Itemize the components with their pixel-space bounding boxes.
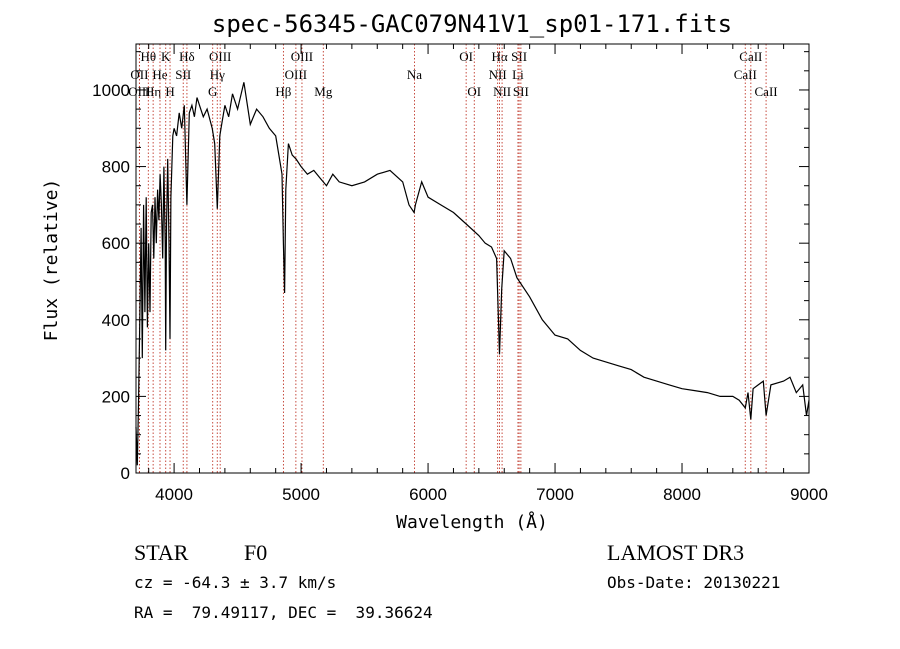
spectral-line-label: Hβ (275, 84, 291, 99)
x-tick-label: 9000 (790, 485, 828, 504)
x-tick-label: 6000 (409, 485, 447, 504)
spectral-line-label: OI (459, 49, 473, 64)
spectrum-line (135, 82, 810, 466)
spectral-line-label: NII (489, 67, 507, 82)
spectral-line-label: OIII (128, 84, 150, 99)
object-subclass: F0 (244, 540, 268, 565)
y-tick-label: 0 (121, 464, 130, 483)
redshift-value: cz = -64.3 ± 3.7 km/s (134, 573, 337, 592)
spectral-line-label: SII (513, 84, 529, 99)
spectral-line-label: OIII (209, 49, 231, 64)
y-tick-label: 800 (102, 158, 130, 177)
spectral-line-label: OII (130, 67, 148, 82)
coordinates: RA = 79.49117, DEC = 39.36624 (134, 603, 433, 622)
spectral-line-label: H (165, 84, 174, 99)
y-axis-label: Flux (relative) (41, 179, 62, 342)
spectral-line-label: K (161, 49, 171, 64)
spectral-line-label: OIII (291, 49, 313, 64)
chart-title: spec-56345-GAC079N41V1_sp01-171.fits (212, 10, 732, 38)
spectral-line-label: Hη (145, 84, 161, 99)
observation-date: Obs-Date: 20130221 (607, 573, 781, 592)
object-class: STAR (134, 540, 189, 565)
spectral-line-label: Li (512, 67, 524, 82)
spectral-line-label: CaII (734, 67, 757, 82)
spectral-line-label: CaII (755, 84, 778, 99)
x-tick-label: 8000 (663, 485, 701, 504)
y-tick-label: 600 (102, 234, 130, 253)
x-tick-label: 5000 (282, 485, 320, 504)
y-tick-label: 1000 (92, 81, 130, 100)
survey-name: LAMOST DR3 (607, 540, 745, 565)
spectral-line-label: Na (407, 67, 422, 82)
spectral-line-label: SII (511, 49, 527, 64)
spectral-line-label: Hθ (141, 49, 157, 64)
x-tick-label: 7000 (536, 485, 574, 504)
spectral-line-label: G (208, 84, 217, 99)
y-tick-label: 400 (102, 311, 130, 330)
x-axis-label: Wavelength (Å) (396, 511, 548, 533)
spectral-line-label: SII (175, 67, 191, 82)
spectral-line-label: OIII (285, 67, 307, 82)
spectral-line-label: Mg (314, 84, 333, 99)
spectral-line-label: CaII (739, 49, 762, 64)
spectral-line-label: Hγ (210, 67, 225, 82)
spectral-line-label: Hα (491, 49, 507, 64)
spectral-line-label: He (152, 67, 167, 82)
plot-frame (135, 43, 810, 474)
spectral-line-label: NII (493, 84, 511, 99)
axis-ticks: 4000 5000 6000 7000 8000 9000 0 200 400 600 800 100… (92, 44, 828, 504)
spectral-line-label: OI (467, 84, 481, 99)
spectral-line-label: Hδ (179, 49, 195, 64)
x-tick-label: 4000 (155, 485, 193, 504)
y-tick-label: 200 (102, 387, 130, 406)
